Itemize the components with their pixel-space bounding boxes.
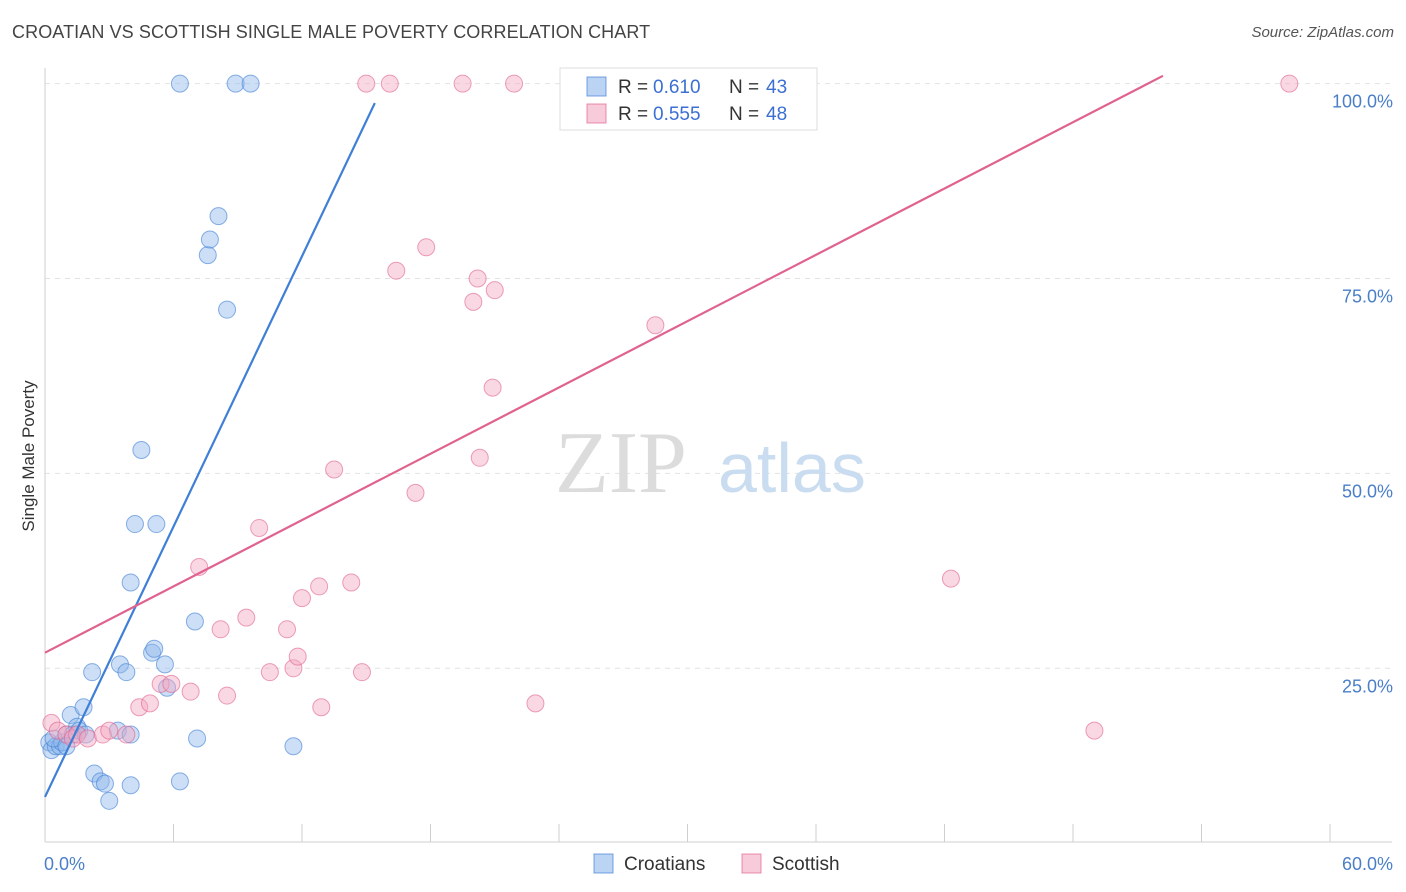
scottish-point: [218, 686, 237, 705]
stats-n-label: N =: [729, 104, 759, 125]
scottish-point: [380, 74, 399, 93]
croatians-point: [145, 639, 164, 658]
source-label: Source: ZipAtlas.com: [1251, 24, 1394, 41]
watermark-zip: ZIP: [555, 415, 687, 512]
scottish-legend-swatch: [741, 853, 762, 874]
scottish-point: [100, 721, 119, 740]
scottish-point: [325, 460, 344, 479]
croatians-point: [209, 207, 228, 226]
scottish-point: [485, 281, 504, 300]
scottish-point: [48, 721, 67, 740]
scottish-point: [417, 238, 436, 257]
croatians-point: [125, 515, 144, 534]
grid-layer: [45, 83, 1392, 669]
bottom-legend: Croatians Scottish: [593, 853, 840, 875]
croatians-point: [170, 772, 189, 791]
scottish-point: [941, 569, 960, 588]
y-tick-label: 100.0%: [1332, 92, 1393, 112]
croatians-point: [170, 74, 189, 93]
y-tick-label: 25.0%: [1342, 676, 1393, 696]
scottish-point: [293, 589, 311, 608]
scottish-point: [117, 725, 136, 744]
stats-n-value: 43: [766, 77, 787, 98]
scottish-point: [505, 74, 524, 93]
stats-r-label: R =: [618, 104, 648, 125]
scottish-point: [483, 378, 502, 397]
scottish-point: [151, 674, 170, 693]
stats-n-label: N =: [729, 77, 759, 98]
croatians-point: [185, 612, 204, 631]
stats-r-value: 0.610: [653, 77, 701, 98]
stats-legend-swatch: [586, 103, 607, 124]
scottish-point: [526, 694, 545, 713]
scottish-point: [342, 573, 361, 592]
x-tick-label: 60.0%: [1342, 854, 1393, 874]
scottish-point: [278, 620, 297, 639]
tick-labels-layer: 25.0% 50.0% 75.0% 100.0% 0.0% 60.0%: [44, 92, 1393, 874]
axes-layer: [44, 68, 1392, 843]
x-tick-label: 0.0%: [44, 854, 85, 874]
stats-legend-swatch: [586, 76, 607, 97]
scottish-legend-label: Scottish: [772, 854, 840, 875]
scottish-point: [310, 577, 329, 596]
croatians-point: [188, 729, 207, 748]
croatians-point: [147, 515, 166, 534]
scottish-point: [288, 647, 307, 666]
croatians-point: [200, 230, 219, 249]
chart-title: CROATIAN VS SCOTTISH SINGLE MALE POVERTY…: [12, 22, 651, 42]
stats-legend: R = 0.610 N = 43 R = 0.555 N = 48: [559, 67, 818, 131]
croatians-point: [121, 776, 140, 795]
croatians-point: [241, 74, 260, 93]
stats-n-value: 48: [766, 104, 787, 125]
croatians-point: [284, 737, 303, 756]
scottish-point: [130, 698, 149, 717]
scottish-point: [211, 620, 230, 639]
y-tick-label: 50.0%: [1342, 481, 1393, 501]
croatians-point: [218, 300, 237, 319]
scottish-point: [260, 663, 279, 682]
scottish-point: [646, 316, 665, 335]
scottish-point: [140, 694, 159, 713]
scottish-point: [237, 608, 256, 627]
scottish-point: [470, 448, 489, 467]
stats-r-label: R =: [618, 77, 648, 98]
scottish-point: [78, 729, 97, 748]
croatians-point: [121, 573, 140, 592]
watermark-atlas: atlas: [718, 429, 866, 507]
points-layer: [40, 74, 1299, 810]
croatians-point: [83, 663, 102, 682]
scottish-point: [181, 682, 200, 701]
scottish-point: [387, 261, 406, 280]
scottish-point: [464, 292, 483, 311]
croatians-point: [121, 725, 140, 744]
scottish-point: [162, 674, 181, 693]
stats-r-value: 0.555: [653, 104, 701, 125]
scottish-point: [357, 74, 376, 93]
scottish-trendline: [44, 74, 1164, 654]
scottish-point: [468, 269, 487, 288]
croatians-point: [198, 246, 217, 265]
scottish-point: [1280, 74, 1299, 93]
scottish-point: [1085, 721, 1104, 740]
watermark: ZIP atlas: [555, 415, 866, 512]
croatians-point: [155, 655, 174, 674]
croatians-point: [132, 441, 151, 459]
trendlines-layer: [44, 74, 1164, 798]
y-axis-label: Single Male Poverty: [19, 380, 38, 532]
scottish-point: [284, 659, 303, 678]
scottish-point: [406, 483, 425, 502]
croatians-point: [95, 774, 114, 793]
scottish-point: [453, 74, 472, 93]
scottish-point: [250, 518, 269, 537]
croatians-point: [100, 791, 119, 810]
croatians-point: [117, 663, 136, 682]
scottish-point: [312, 698, 331, 717]
y-tick-label: 75.0%: [1342, 286, 1393, 306]
croatians-point: [226, 74, 245, 93]
croatians-legend-label: Croatians: [624, 854, 705, 875]
scottish-point: [352, 663, 371, 682]
croatians-trendline: [44, 102, 376, 798]
croatians-legend-swatch: [593, 853, 614, 874]
